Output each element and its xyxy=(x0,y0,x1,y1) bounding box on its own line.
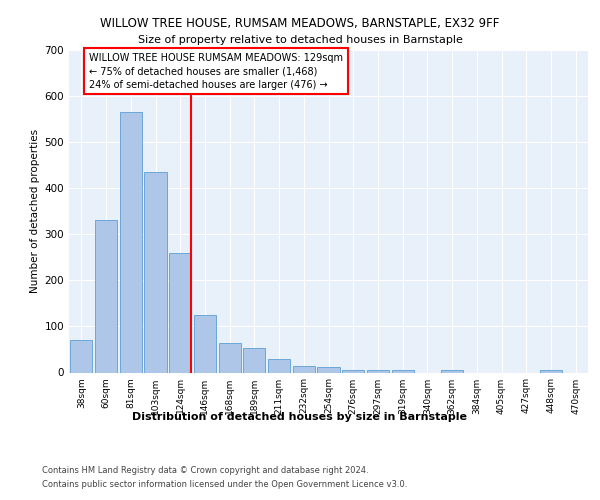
Bar xyxy=(243,348,265,372)
Bar xyxy=(169,252,191,372)
Text: WILLOW TREE HOUSE, RUMSAM MEADOWS, BARNSTAPLE, EX32 9FF: WILLOW TREE HOUSE, RUMSAM MEADOWS, BARNS… xyxy=(100,18,500,30)
Bar xyxy=(194,315,216,372)
Bar xyxy=(145,172,167,372)
Bar xyxy=(540,370,562,372)
Bar xyxy=(95,220,117,372)
Bar xyxy=(293,366,315,372)
Bar xyxy=(317,367,340,372)
Bar xyxy=(268,358,290,372)
Bar xyxy=(342,370,364,372)
Bar xyxy=(441,370,463,372)
Text: Contains public sector information licensed under the Open Government Licence v3: Contains public sector information licen… xyxy=(42,480,407,489)
Text: WILLOW TREE HOUSE RUMSAM MEADOWS: 129sqm
← 75% of detached houses are smaller (1: WILLOW TREE HOUSE RUMSAM MEADOWS: 129sqm… xyxy=(89,53,343,90)
Bar xyxy=(392,370,414,372)
Bar xyxy=(119,112,142,372)
Bar xyxy=(70,340,92,372)
Text: Distribution of detached houses by size in Barnstaple: Distribution of detached houses by size … xyxy=(133,412,467,422)
Text: Size of property relative to detached houses in Barnstaple: Size of property relative to detached ho… xyxy=(137,35,463,45)
Y-axis label: Number of detached properties: Number of detached properties xyxy=(31,129,40,294)
Text: Contains HM Land Registry data © Crown copyright and database right 2024.: Contains HM Land Registry data © Crown c… xyxy=(42,466,368,475)
Bar xyxy=(218,342,241,372)
Bar xyxy=(367,370,389,372)
